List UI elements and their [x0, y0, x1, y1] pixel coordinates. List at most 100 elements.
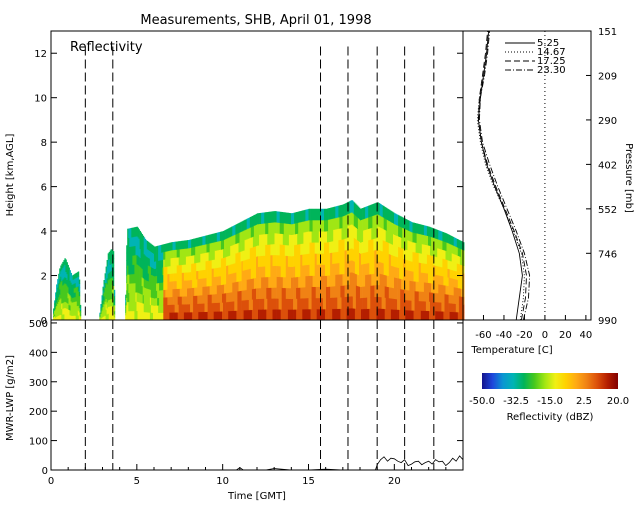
reflectivity-cell	[109, 292, 112, 300]
reflectivity-cell	[327, 253, 329, 265]
reflectivity-cell	[314, 286, 317, 299]
reflectivity-cell	[399, 226, 401, 238]
reflectivity-cell	[245, 229, 248, 240]
reflectivity-cell	[348, 201, 351, 214]
reflectivity-cell	[219, 311, 222, 321]
reflectivity-cell	[381, 274, 384, 286]
reflectivity-cell	[441, 231, 443, 241]
reflectivity-cell	[407, 230, 409, 241]
reflectivity-cell	[378, 284, 380, 297]
reflectivity-cell	[261, 223, 263, 235]
reflectivity-cell	[107, 306, 110, 314]
reflectivity-cell	[101, 295, 103, 299]
reflectivity-cell	[262, 255, 264, 267]
reflectivity-cell	[103, 316, 105, 321]
reflectivity-cell	[320, 297, 323, 310]
reflectivity-cell	[250, 278, 253, 290]
reflectivity-cell	[236, 310, 238, 321]
reflectivity-cell	[429, 282, 431, 293]
reflectivity-cell	[270, 287, 272, 299]
reflectivity-cell	[79, 304, 82, 307]
reflectivity-cell	[108, 272, 111, 280]
reflectivity-cell	[304, 220, 306, 233]
reflectivity-cell	[422, 253, 425, 264]
reflectivity-cell	[251, 288, 254, 300]
reflectivity-cell	[191, 279, 193, 289]
reflectivity-cell	[242, 220, 245, 232]
reflectivity-cell	[272, 222, 274, 234]
reflectivity-cell	[389, 309, 392, 321]
reflectivity-cell	[64, 295, 66, 302]
reflectivity-cell	[237, 242, 239, 253]
reflectivity-cell	[249, 237, 252, 249]
reflectivity-cell	[207, 303, 210, 312]
reflectivity-y-axis-label: Height [km,AGL]	[5, 134, 16, 217]
reflectivity-cell	[435, 292, 437, 303]
reflectivity-cell	[436, 229, 438, 240]
reflectivity-cell	[198, 262, 200, 271]
reflectivity-cell	[204, 277, 206, 287]
reflectivity-cell	[131, 283, 133, 293]
reflectivity-cell	[153, 245, 155, 254]
reflectivity-cell	[213, 242, 216, 252]
reflectivity-cell	[185, 280, 188, 289]
reflectivity-cell	[442, 276, 444, 286]
reflectivity-cell	[74, 306, 77, 312]
reflectivity-cell	[175, 304, 178, 313]
reflectivity-cell	[216, 267, 219, 277]
reflectivity-cell	[54, 306, 56, 309]
reflectivity-cell	[263, 277, 265, 289]
reflectivity-cell	[463, 273, 465, 282]
reflectivity-cell	[188, 304, 190, 313]
reflectivity-cell	[165, 304, 167, 313]
reflectivity-cell	[418, 272, 421, 282]
reflectivity-cell	[387, 209, 390, 221]
reflectivity-cell	[396, 245, 398, 257]
reflectivity-cell	[341, 204, 343, 217]
reflectivity-cell	[302, 254, 304, 266]
reflectivity-cell	[226, 247, 228, 257]
reflectivity-cell	[194, 287, 196, 296]
reflectivity-cell	[107, 266, 110, 274]
reflectivity-cell	[178, 249, 181, 258]
reflectivity-cell	[216, 311, 219, 321]
reflectivity-cell	[410, 310, 412, 321]
reflectivity-cell	[434, 292, 436, 303]
reflectivity-cell	[383, 229, 386, 241]
reflectivity-cell	[377, 214, 379, 227]
reflectivity-cell	[353, 202, 356, 215]
reflectivity-cell	[444, 285, 446, 295]
reflectivity-cell	[419, 243, 422, 254]
reflectivity-cell	[357, 274, 360, 287]
reflectivity-cell	[350, 224, 353, 237]
reflectivity-cell	[326, 231, 328, 243]
reflectivity-cell	[163, 282, 165, 291]
reflectivity-cell	[296, 309, 298, 321]
reflectivity-cell	[161, 282, 163, 291]
reflectivity-cell	[172, 273, 174, 282]
reflectivity-cell	[165, 243, 167, 252]
reflectivity-cell	[108, 286, 111, 294]
reflectivity-cell	[343, 308, 345, 321]
reflectivity-cell	[200, 286, 202, 296]
reflectivity-cell	[409, 280, 411, 291]
reflectivity-cell	[287, 287, 290, 300]
reflectivity-cell	[149, 274, 152, 283]
reflectivity-cell	[386, 219, 389, 232]
reflectivity-cell	[332, 263, 334, 276]
reflectivity-cell	[402, 227, 404, 239]
reflectivity-cell	[431, 264, 433, 275]
reflectivity-cell	[421, 281, 424, 292]
reflectivity-cell	[411, 280, 413, 292]
reflectivity-cell	[277, 276, 280, 288]
reflectivity-cell	[329, 230, 331, 242]
reflectivity-cell	[411, 232, 413, 243]
reflectivity-cell	[113, 317, 116, 321]
reflectivity-cell	[129, 237, 131, 247]
reflectivity-cell	[463, 250, 465, 259]
reflectivity-cell	[69, 290, 71, 296]
reflectivity-cell	[65, 271, 67, 279]
reflectivity-cell	[135, 301, 137, 312]
reflectivity-cell	[331, 218, 333, 231]
reflectivity-cell	[58, 283, 60, 289]
